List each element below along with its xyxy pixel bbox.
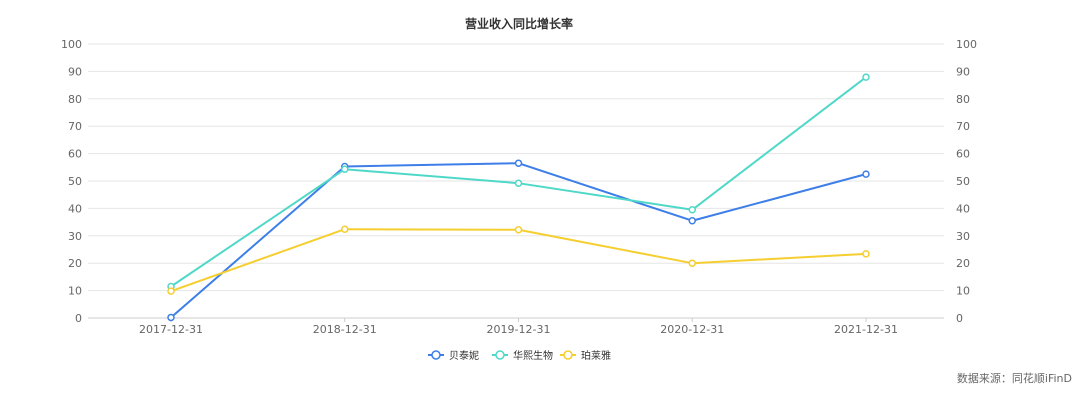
data-source-note: 数据来源：同花顺iFinD — [956, 372, 1072, 385]
y-tick-label-right: 80 — [956, 93, 970, 106]
data-point[interactable] — [167, 287, 175, 295]
y-tick-label-right: 20 — [956, 257, 970, 270]
y-tick-label-right: 70 — [956, 120, 970, 133]
legend-item[interactable]: 珀莱雅 — [560, 349, 611, 362]
y-tick-label-left: 40 — [68, 202, 82, 215]
series-line — [170, 228, 867, 293]
legend-marker-icon — [563, 350, 573, 360]
y-tick-label-left: 60 — [68, 148, 82, 161]
data-point[interactable] — [688, 216, 696, 225]
y-tick-label-right: 40 — [956, 202, 970, 215]
y-tick-label-left: 80 — [68, 93, 82, 106]
series-group — [167, 73, 870, 322]
legend-item[interactable]: 华熙生物 — [492, 349, 553, 362]
data-point[interactable] — [514, 179, 523, 187]
data-point[interactable] — [514, 159, 523, 167]
legend-label: 珀莱雅 — [581, 349, 611, 362]
y-tick-label-left: 10 — [68, 285, 82, 298]
data-point[interactable] — [167, 313, 175, 322]
legend-marker-icon — [495, 350, 505, 360]
legend-label: 华熙生物 — [513, 349, 553, 362]
x-tick-label: 2018-12-31 — [313, 323, 377, 336]
x-tick-label: 2020-12-31 — [660, 323, 724, 336]
y-tick-label-right: 0 — [956, 312, 963, 325]
legend-item[interactable]: 贝泰妮 — [428, 349, 479, 362]
y-tick-label-left: 90 — [68, 65, 82, 78]
data-point[interactable] — [862, 73, 870, 81]
data-point[interactable] — [862, 250, 870, 258]
y-tick-label-left: 50 — [68, 175, 82, 188]
y-tick-label-right: 100 — [956, 38, 977, 51]
y-tick-label-right: 90 — [956, 65, 970, 78]
data-point[interactable] — [688, 259, 696, 267]
y-tick-label-right: 10 — [956, 285, 970, 298]
data-point[interactable] — [862, 170, 870, 178]
x-tick-label: 2019-12-31 — [487, 323, 551, 336]
grid-lines — [88, 43, 944, 292]
y-tick-label-right: 30 — [956, 230, 970, 243]
y-tick-label-left: 70 — [68, 120, 82, 133]
data-point[interactable] — [688, 206, 696, 214]
y-tick-label-left: 20 — [68, 257, 82, 270]
y-tick-label-left: 30 — [68, 230, 82, 243]
chart-title: 营业收入同比增长率 — [465, 16, 573, 31]
data-point[interactable] — [514, 226, 523, 234]
data-point[interactable] — [341, 165, 349, 173]
legend-label: 贝泰妮 — [449, 349, 479, 362]
x-tick-label: 2017-12-31 — [139, 323, 203, 336]
legend[interactable]: 贝泰妮 华熙生物 珀莱雅 — [428, 349, 611, 362]
axes: 0 0 10 10 20 20 30 30 40 40 50 50 60 60 70 70 80 80 90 90 10… — [61, 38, 977, 336]
x-tick-label: 2021-12-31 — [834, 323, 898, 336]
y-tick-label-left: 0 — [75, 312, 82, 325]
data-point[interactable] — [341, 225, 349, 233]
legend-marker-icon — [431, 350, 441, 360]
y-tick-label-right: 50 — [956, 175, 970, 188]
y-tick-label-right: 60 — [956, 148, 970, 161]
y-tick-label-left: 100 — [61, 38, 82, 51]
